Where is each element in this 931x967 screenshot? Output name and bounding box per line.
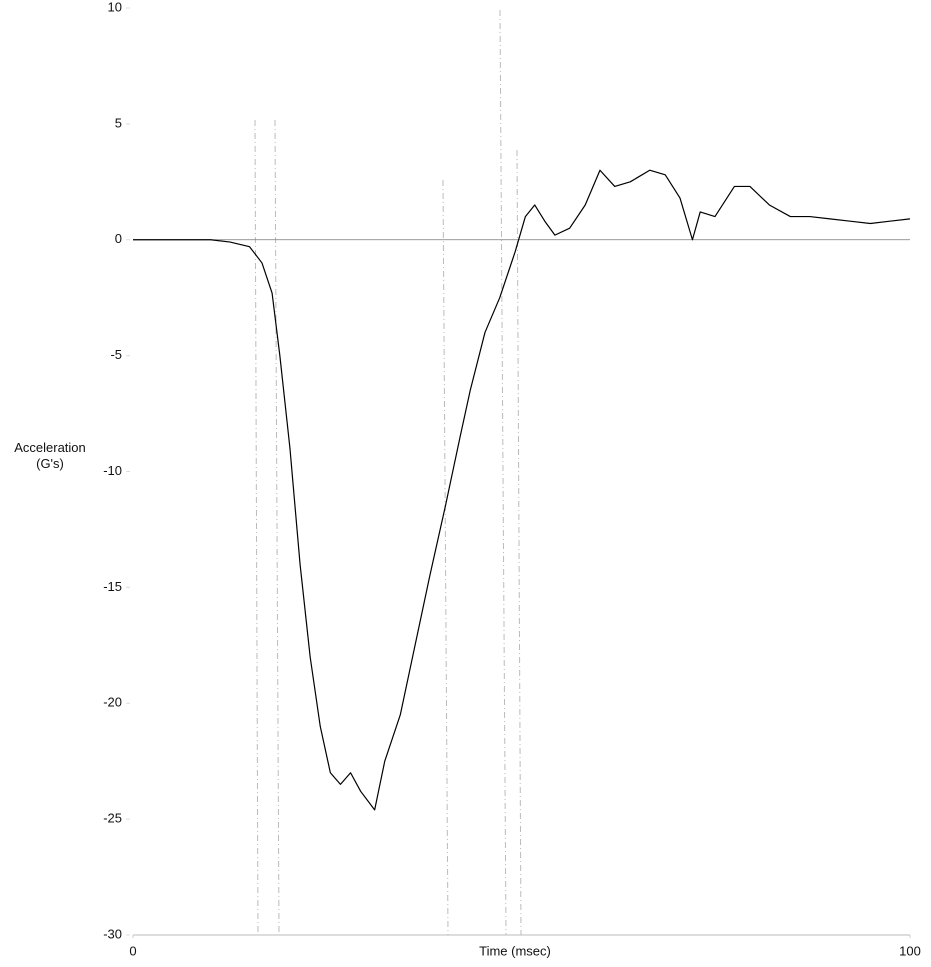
y-tick-label: 10 — [108, 0, 122, 14]
marker-line — [274, 119, 280, 936]
data-line — [133, 169, 911, 811]
marker-line — [442, 179, 449, 936]
marker-line — [516, 149, 522, 936]
marker-lines — [254, 9, 522, 936]
y-tick-label: 0 — [115, 231, 122, 246]
y-axis-label-text: Acceleration (G's) — [14, 440, 86, 471]
y-tick-label: -20 — [103, 695, 122, 710]
y-tick-label: -25 — [103, 811, 122, 826]
y-tick-label: -10 — [103, 463, 122, 478]
x-axis-label: Time (msec) — [479, 943, 551, 958]
marker-line — [499, 9, 507, 936]
y-tick-label: 5 — [115, 115, 122, 130]
y-tick-label: -5 — [110, 347, 122, 362]
y-tick-label: -30 — [103, 926, 122, 941]
marker-line — [254, 119, 259, 936]
x-tick-label: 0 — [129, 943, 136, 958]
y-axis-label: Acceleration (G's) — [4, 440, 96, 472]
x-tick-label: 100 — [899, 943, 921, 958]
y-tick-label: -15 — [103, 579, 122, 594]
